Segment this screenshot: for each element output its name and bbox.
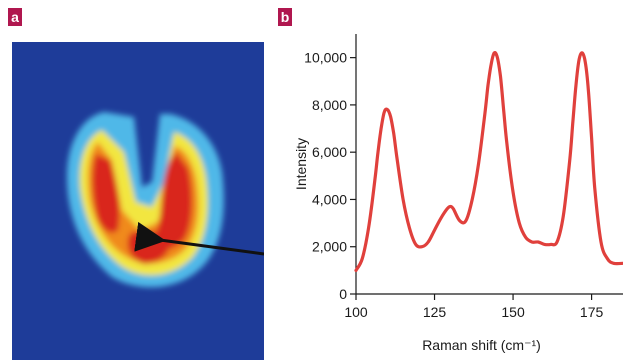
x-tick-label: 175 [580, 304, 604, 320]
series-line-0 [354, 50, 623, 272]
y-tick-label: 0 [339, 286, 347, 302]
panel-label-b: b [278, 8, 292, 26]
map-core-left [92, 154, 120, 233]
y-tick-label: 4,000 [312, 191, 347, 207]
y-tick-label: 8,000 [312, 97, 347, 113]
x-tick-label: 150 [501, 304, 525, 320]
raman-spectrum-chart: 0 2,000 4,000 6,000 8,000 10,000 100 125 150 175… [293, 34, 623, 353]
x-axis-title: Raman shift (cm⁻¹) [422, 337, 541, 353]
panel-label-a: a [8, 8, 22, 26]
y-axis: 0 2,000 4,000 6,000 8,000 10,000 [304, 34, 357, 302]
arrow-line [134, 221, 264, 256]
y-axis-title: Intensity [293, 138, 309, 190]
x-tick-label: 125 [423, 304, 447, 320]
y-tick-label: 2,000 [312, 239, 347, 255]
x-tick-label: 100 [344, 304, 368, 320]
x-axis: 100 125 150 175 [344, 293, 623, 320]
series-layer [354, 50, 623, 272]
raman-intensity-map [12, 42, 264, 360]
y-tick-label: 6,000 [312, 144, 347, 160]
map-core-right [140, 152, 193, 252]
y-tick-label: 10,000 [304, 50, 347, 66]
